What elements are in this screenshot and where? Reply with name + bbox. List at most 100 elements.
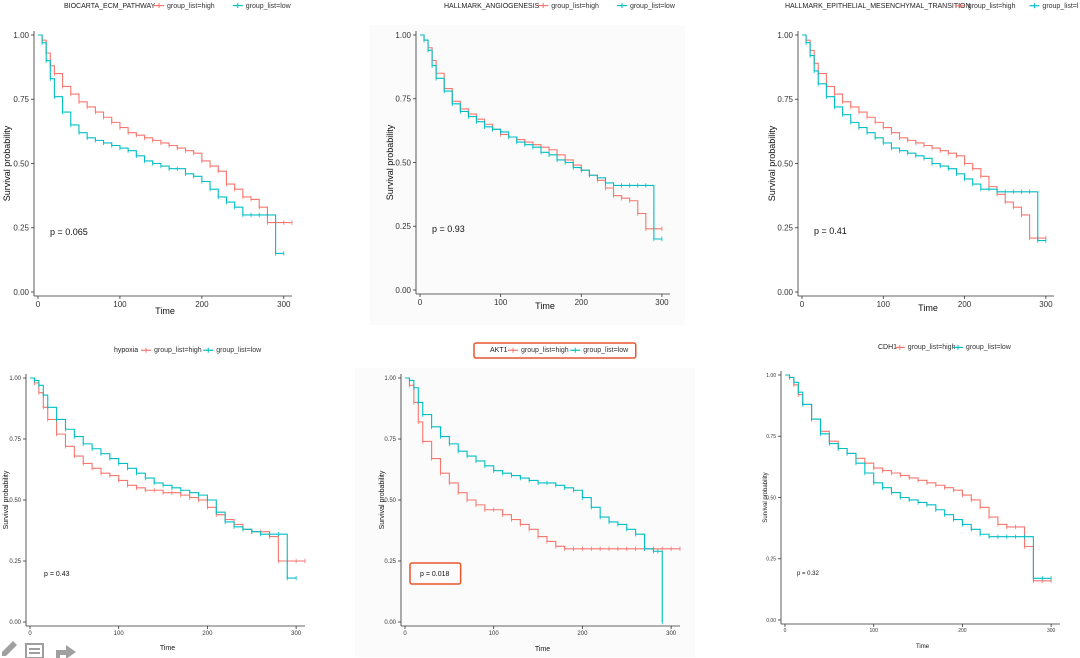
x-axis-title: Time: [155, 306, 175, 316]
legend-highlight-box: [473, 342, 637, 359]
survival-curve-high: [785, 374, 1052, 582]
legend-label: group_list=l: [1042, 3, 1078, 10]
survival-curve-low: [785, 374, 1052, 579]
y-tick-label: 1.00: [766, 373, 776, 379]
x-tick-label: 100: [113, 300, 127, 309]
legend-label: group_list=low: [216, 347, 262, 354]
y-tick-label: 0.25: [777, 224, 793, 233]
legend-item-low: group_list=low: [203, 347, 262, 354]
x-tick-label: 300: [1039, 300, 1053, 309]
legend: CDH1 group_list=high group_list=low: [878, 344, 1012, 351]
survival-curve-high: [420, 34, 662, 230]
y-tick-label: 0.75: [9, 437, 21, 443]
y-tick-label: 0.00: [384, 620, 396, 626]
x-tick-label: 0: [784, 628, 787, 634]
x-tick-label: 300: [666, 631, 677, 637]
legend-title: BIOCARTA_ECM_PATHWAY: [64, 3, 156, 10]
x-tick-label: 100: [489, 631, 500, 637]
y-tick-label: 0.75: [766, 434, 776, 440]
legend-item-low: group_list=low: [232, 3, 292, 10]
survival-curve-high: [30, 377, 305, 562]
legend-item-low: group_list=low: [952, 344, 1012, 351]
y-tick-label: 0.50: [766, 495, 776, 501]
y-tick-label: 0.00: [766, 618, 776, 624]
x-tick-label: 100: [870, 628, 879, 634]
pencil-icon[interactable]: [2, 641, 17, 656]
x-tick-label: 200: [202, 631, 213, 637]
document-icon[interactable]: [25, 643, 44, 658]
legend-item-high: group_list=high: [141, 347, 202, 354]
y-tick-label: 0.00: [395, 286, 411, 295]
survival-curve-low: [38, 34, 284, 254]
x-axis-title: Time: [535, 301, 555, 311]
share-arrow-icon[interactable]: [56, 645, 76, 658]
km-panel-2: 0 100 200 300 0.00 0.25 0.50 0.75 1.00 Time Surviv…: [370, 3, 685, 325]
panel-shading: [355, 368, 695, 657]
legend-label: group_list=low: [246, 3, 292, 10]
legend-item-low: group_list=l: [1029, 3, 1079, 10]
y-tick-label: 0.75: [13, 95, 29, 104]
x-tick-label: 100: [877, 300, 891, 309]
y-tick-label: 0.25: [13, 224, 29, 233]
y-axis-title: Survival probability: [2, 125, 12, 201]
legend-label: group_list=low: [966, 344, 1012, 351]
y-tick-label: 0.50: [777, 159, 793, 168]
x-tick-label: 300: [277, 300, 291, 309]
y-tick-label: 0.25: [9, 559, 21, 565]
p-value-label: p = 0.018: [420, 571, 449, 578]
y-tick-label: 0.00: [13, 288, 29, 297]
legend: AKT1 group_list=high group_list=low: [473, 342, 637, 359]
y-tick-label: 0.25: [395, 222, 411, 231]
km-panel-5: 0 100 200 300 0.00 0.25 0.50 0.75 1.00 Time Surviv…: [355, 342, 695, 657]
y-tick-label: 0.00: [9, 620, 21, 626]
x-tick-label: 200: [958, 628, 967, 634]
legend-label: group_list=low: [583, 347, 629, 354]
x-tick-label: 100: [114, 631, 125, 637]
legend-label: group_list=high: [908, 344, 956, 351]
legend-title: CDH1: [878, 344, 897, 351]
x-axis-title: Time: [916, 644, 930, 650]
y-tick-label: 0.75: [384, 437, 396, 443]
legend-label: group_list=high: [167, 3, 215, 10]
x-tick-label: 200: [958, 300, 972, 309]
y-tick-label: 0.50: [9, 498, 21, 504]
y-tick-label: 1.00: [395, 31, 411, 40]
km-panel-3: 0 100 200 300 0.00 0.25 0.50 0.75 1.00 Time Surviv…: [767, 3, 1079, 313]
p-value-label: p = 0.93: [432, 224, 465, 234]
x-axis-title: Time: [160, 645, 175, 652]
x-axis-title: Time: [918, 303, 938, 313]
legend-label: group_list=high: [521, 347, 569, 354]
panel-shading: [370, 25, 685, 325]
km-panel-1: 0 100 200 300 0.00 0.25 0.50 0.75 1.00 Time Surviv…: [2, 3, 293, 316]
y-axis-title: Survival probability: [767, 125, 777, 201]
y-axis-title: Survival probability: [385, 124, 395, 200]
legend: BIOCARTA_ECM_PATHWAY group_list=high group…: [64, 3, 292, 10]
x-tick-label: 300: [291, 631, 302, 637]
x-tick-label: 200: [575, 298, 589, 307]
legend-label: group_list=low: [630, 3, 676, 10]
x-tick-label: 0: [800, 300, 805, 309]
legend-label: group_list=high: [154, 347, 202, 354]
x-tick-label: 300: [655, 298, 669, 307]
legend-title: hypoxia: [114, 347, 138, 354]
legend-item-low: group_list=low: [616, 3, 676, 10]
km-panel-4: 0 100 200 300 0.00 0.25 0.50 0.75 1.00 Time Surviv…: [3, 347, 306, 652]
x-tick-label: 200: [195, 300, 209, 309]
x-axis-title: Time: [535, 646, 550, 653]
x-tick-label: 200: [577, 631, 588, 637]
legend-title: AKT1: [490, 347, 508, 354]
legend-item-high: group_list=high: [954, 3, 1016, 10]
y-tick-label: 0.75: [777, 95, 793, 104]
p-value-label: p = 0.41: [814, 226, 847, 236]
survival-curve-high: [802, 34, 1046, 239]
legend-item-high: group_list=high: [538, 3, 599, 10]
survival-curve-low: [30, 377, 297, 579]
legend-label: group_list=high: [551, 3, 599, 10]
y-axis-title: Survival probability: [763, 472, 769, 522]
y-axis-title: Survival probability: [379, 470, 386, 529]
y-tick-label: 1.00: [777, 31, 793, 40]
survival-curve-high: [405, 377, 680, 550]
p-value-label: p = 0.43: [44, 571, 70, 578]
legend-title: HALLMARK_EPITHELIAL_MESENCHYMAL_TRANSITI…: [785, 3, 971, 10]
image-toolbar[interactable]: [0, 640, 80, 658]
